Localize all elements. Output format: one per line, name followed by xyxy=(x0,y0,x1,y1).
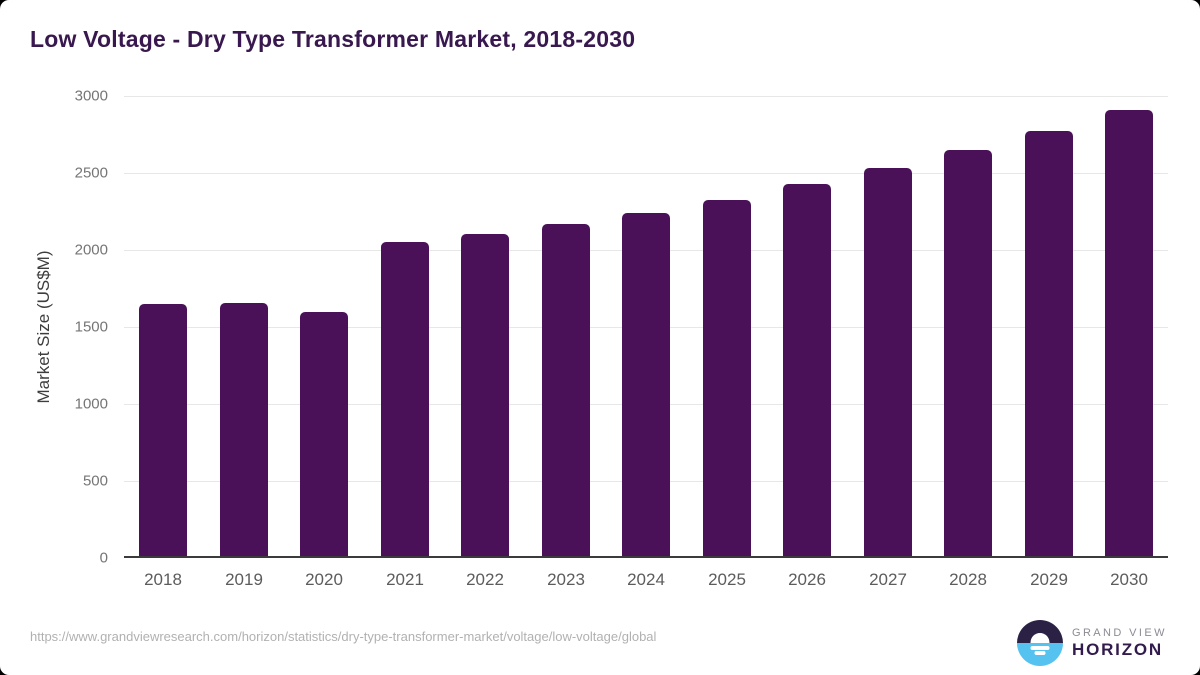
y-tick-label-2500: 2500 xyxy=(74,164,108,182)
x-tick-label-2023: 2023 xyxy=(547,570,585,589)
x-axis-line xyxy=(124,556,1168,558)
x-tick-label-2024: 2024 xyxy=(627,570,665,589)
bar-2018 xyxy=(139,304,187,557)
bar-2024 xyxy=(622,213,670,557)
x-tick-label-2018: 2018 xyxy=(144,570,182,589)
gridline-3000 xyxy=(124,96,1168,97)
y-tick-label-2000: 2000 xyxy=(74,241,108,259)
sun-ray-narrow xyxy=(1034,651,1046,656)
chart-title: Low Voltage - Dry Type Transformer Marke… xyxy=(30,26,636,52)
brand-text: GRAND VIEW HORIZON xyxy=(1072,627,1167,659)
bar-2026 xyxy=(783,184,831,557)
y-tick-label-1500: 1500 xyxy=(74,318,108,336)
bar-2022 xyxy=(461,234,509,557)
bar-2019 xyxy=(220,303,268,557)
y-tick-label-500: 500 xyxy=(82,472,108,490)
brand-name-grand-view: GRAND VIEW xyxy=(1072,626,1167,639)
brand-name-horizon: HORIZON xyxy=(1072,639,1163,659)
x-tick-label-2025: 2025 xyxy=(708,570,746,589)
grand-view-horizon-logo: GRAND VIEW HORIZON xyxy=(1017,620,1167,666)
x-tick-label-2026: 2026 xyxy=(788,570,826,589)
x-tick-label-2020: 2020 xyxy=(305,570,343,589)
bar-2020 xyxy=(300,312,348,557)
x-tick-label-2029: 2029 xyxy=(1030,570,1068,589)
y-tick-label-1000: 1000 xyxy=(74,395,108,413)
sun-shape xyxy=(1030,633,1050,643)
sun-ray-wide xyxy=(1030,645,1050,650)
x-tick-label-2019: 2019 xyxy=(225,570,263,589)
bar-2029 xyxy=(1025,131,1073,557)
x-tick-label-2022: 2022 xyxy=(466,570,504,589)
horizon-sun-icon xyxy=(1017,620,1063,666)
bar-2027 xyxy=(864,168,912,557)
bar-2021 xyxy=(381,242,429,557)
x-tick-label-2027: 2027 xyxy=(869,570,907,589)
source-url: https://www.grandviewresearch.com/horizo… xyxy=(30,629,657,644)
bar-2028 xyxy=(944,150,992,557)
bar-2023 xyxy=(542,224,590,557)
x-tick-label-2021: 2021 xyxy=(386,570,424,589)
y-tick-label-0: 0 xyxy=(99,549,108,567)
bar-2025 xyxy=(703,200,751,557)
x-tick-label-2028: 2028 xyxy=(949,570,987,589)
gridline-2500 xyxy=(124,173,1168,174)
plot-area: 0 500 1000 1500 2000 2500 3000 2018 2019 2020 2021… xyxy=(75,88,1168,589)
y-tick-label-3000: 3000 xyxy=(74,87,108,105)
x-tick-label-2030: 2030 xyxy=(1110,570,1148,589)
bar-2030 xyxy=(1105,110,1153,557)
